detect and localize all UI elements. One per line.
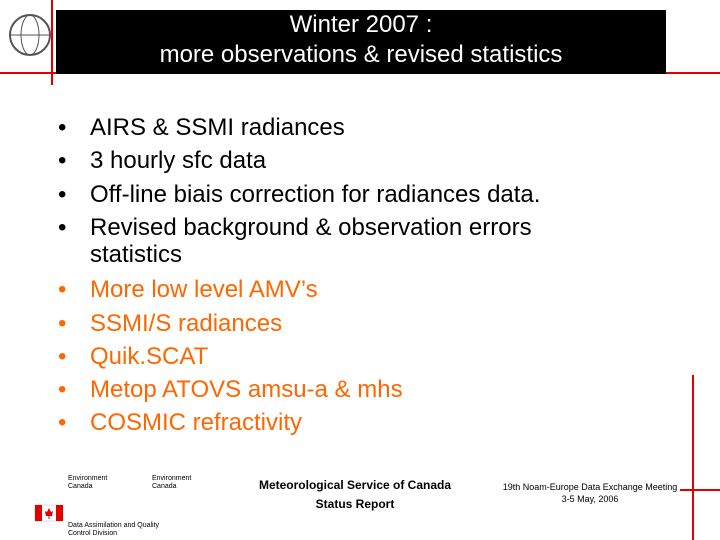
bullet-text: statistics	[90, 240, 183, 268]
bullet-text: Off-line biais correction for radiances …	[90, 180, 541, 208]
text: 19th Noam-Europe Data Exchange Meeting	[502, 482, 678, 492]
bullet-symbol: •	[58, 114, 67, 141]
title-bar: Winter 2007 : more observations & revise…	[56, 10, 666, 74]
title-line: Winter 2007 :	[289, 11, 433, 38]
text: Canada	[68, 483, 93, 490]
text: 3-5 May, 2006	[561, 494, 619, 504]
division: Data Assimilation and Quality Control Div…	[68, 522, 159, 538]
right-footer: 19th Noam-Europe Data Exchange Meeting 3-…	[485, 481, 695, 505]
flag	[35, 505, 42, 521]
flag	[56, 505, 63, 521]
bullet-text: 3 hourly sfc data	[90, 147, 267, 175]
bullet-symbol: •	[58, 180, 67, 208]
bullet-text: AIRS & SSMI radiances	[90, 114, 345, 141]
bullet-text: COSMIC refractivity	[90, 409, 303, 437]
bullet-text: More low level AMV’s	[90, 276, 318, 304]
bullet-symbol: •	[58, 213, 67, 241]
bullet-symbol: •	[58, 309, 67, 337]
text: Environment	[152, 475, 192, 482]
bullet-symbol: •	[58, 409, 67, 437]
flag	[45, 508, 53, 519]
bullet-symbol: •	[58, 276, 67, 304]
text: Meteorological Service of Canada	[258, 478, 452, 492]
bullet-symbol: •	[58, 342, 67, 370]
text: Canada	[152, 483, 177, 490]
bullet-text: Revised background & observation errors	[90, 213, 532, 241]
text: Status Report	[315, 497, 395, 511]
text: Data Assimilation and Quality	[68, 522, 160, 529]
bullet-text: Metop ATOVS amsu-a & mhs	[90, 376, 403, 404]
bullet-text: Quik.SCAT	[90, 342, 209, 370]
bullet-symbol: •	[58, 147, 67, 175]
bullet-symbol: •	[58, 376, 67, 404]
text: Environment	[68, 475, 108, 482]
text: Control Division	[68, 530, 118, 537]
agency-en: Environment Canada	[68, 475, 107, 491]
agency-fr: Environment Canada	[152, 475, 191, 491]
bullet-text: SSMI/S radiances	[90, 309, 283, 337]
title-line: more observations & revised statistics	[159, 41, 563, 68]
center-footer: Meteorological Service of Canada Status R…	[235, 476, 475, 514]
